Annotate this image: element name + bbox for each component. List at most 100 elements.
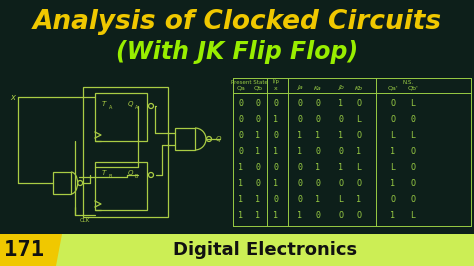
Text: B: B: [135, 174, 138, 179]
Text: O: O: [356, 178, 362, 188]
Text: 0: 0: [298, 114, 302, 123]
Bar: [83, 87, 168, 217]
Text: Digital Electronics: Digital Electronics: [173, 241, 357, 259]
Text: 1: 1: [238, 178, 244, 188]
Text: 0: 0: [273, 98, 279, 107]
Text: 0: 0: [255, 163, 261, 172]
Text: 0: 0: [238, 131, 244, 139]
Text: 1: 1: [391, 147, 395, 156]
Text: 0: 0: [255, 114, 261, 123]
Text: L: L: [356, 114, 362, 123]
Text: 1: 1: [273, 178, 279, 188]
Text: 0: 0: [255, 178, 261, 188]
Text: O: O: [410, 178, 416, 188]
Text: I/p: I/p: [273, 80, 280, 85]
Text: 1: 1: [316, 131, 320, 139]
Text: O: O: [410, 194, 416, 203]
Text: Kb: Kb: [355, 85, 363, 90]
Text: 1: 1: [338, 98, 344, 107]
Text: 0: 0: [338, 114, 344, 123]
Text: 1: 1: [238, 163, 244, 172]
Text: L: L: [410, 210, 416, 219]
Text: 0: 0: [316, 98, 320, 107]
Text: Qa: Qa: [237, 85, 246, 90]
Bar: [95, 162, 147, 210]
Text: 0: 0: [238, 114, 244, 123]
Text: 0: 0: [273, 131, 279, 139]
Text: O: O: [338, 210, 344, 219]
Bar: [175, 128, 195, 150]
Text: 171: 171: [4, 240, 44, 260]
Text: 1: 1: [338, 131, 344, 139]
Text: Q: Q: [128, 170, 134, 176]
Text: 1: 1: [273, 114, 279, 123]
Text: Ka: Ka: [314, 85, 322, 90]
Text: 1: 1: [298, 210, 302, 219]
Text: A: A: [135, 105, 138, 110]
Text: L: L: [410, 131, 416, 139]
Text: Jb: Jb: [338, 85, 344, 90]
Text: 0: 0: [238, 147, 244, 156]
Bar: [53, 172, 71, 194]
Text: 0: 0: [298, 163, 302, 172]
Text: 0: 0: [316, 178, 320, 188]
Text: 1: 1: [255, 194, 261, 203]
Text: Qa': Qa': [388, 85, 398, 90]
Text: 1: 1: [255, 147, 261, 156]
Text: CLK: CLK: [80, 218, 90, 223]
Text: 0: 0: [316, 147, 320, 156]
Text: 1: 1: [238, 194, 244, 203]
Text: L: L: [391, 163, 395, 172]
Text: L: L: [391, 131, 395, 139]
Text: 1: 1: [255, 210, 261, 219]
Text: 1: 1: [255, 131, 261, 139]
Text: Qb': Qb': [408, 85, 419, 90]
Text: O: O: [356, 98, 362, 107]
Text: (With JK Flip Flop): (With JK Flip Flop): [116, 40, 358, 64]
Text: 0: 0: [298, 178, 302, 188]
Text: Q: Q: [216, 136, 221, 142]
Text: 1: 1: [298, 131, 302, 139]
Text: 1: 1: [338, 163, 344, 172]
Text: 1: 1: [391, 178, 395, 188]
Text: Ja: Ja: [297, 85, 303, 90]
Text: A: A: [109, 105, 112, 110]
Text: Q: Q: [128, 101, 134, 107]
Text: O: O: [391, 114, 395, 123]
Polygon shape: [0, 234, 64, 266]
Text: 0: 0: [338, 147, 344, 156]
Text: 0: 0: [238, 98, 244, 107]
Text: 1: 1: [273, 147, 279, 156]
Text: O: O: [410, 147, 416, 156]
Text: O: O: [391, 98, 395, 107]
Text: T: T: [102, 101, 106, 107]
Text: 1: 1: [316, 163, 320, 172]
Text: O: O: [356, 131, 362, 139]
Text: Present State: Present State: [231, 80, 268, 85]
Text: O: O: [356, 210, 362, 219]
Text: 1: 1: [298, 147, 302, 156]
Text: 1: 1: [273, 210, 279, 219]
Text: 0: 0: [255, 98, 261, 107]
Text: O: O: [338, 178, 344, 188]
Text: 0: 0: [316, 114, 320, 123]
Polygon shape: [56, 234, 474, 266]
Text: 0: 0: [298, 194, 302, 203]
Text: 0: 0: [298, 98, 302, 107]
Text: L: L: [410, 98, 416, 107]
Text: 1: 1: [356, 194, 362, 203]
Text: Qb: Qb: [254, 85, 263, 90]
Text: 0: 0: [273, 194, 279, 203]
Text: x: x: [274, 85, 278, 90]
Text: 1: 1: [356, 147, 362, 156]
Text: 0: 0: [316, 210, 320, 219]
Text: 0: 0: [273, 163, 279, 172]
Text: O: O: [410, 163, 416, 172]
Text: x: x: [10, 93, 15, 102]
Text: N.S.: N.S.: [402, 80, 413, 85]
Text: L: L: [356, 163, 362, 172]
Text: 0: 0: [410, 114, 416, 123]
Bar: [95, 93, 147, 141]
Text: O: O: [391, 194, 395, 203]
Text: 1: 1: [238, 210, 244, 219]
